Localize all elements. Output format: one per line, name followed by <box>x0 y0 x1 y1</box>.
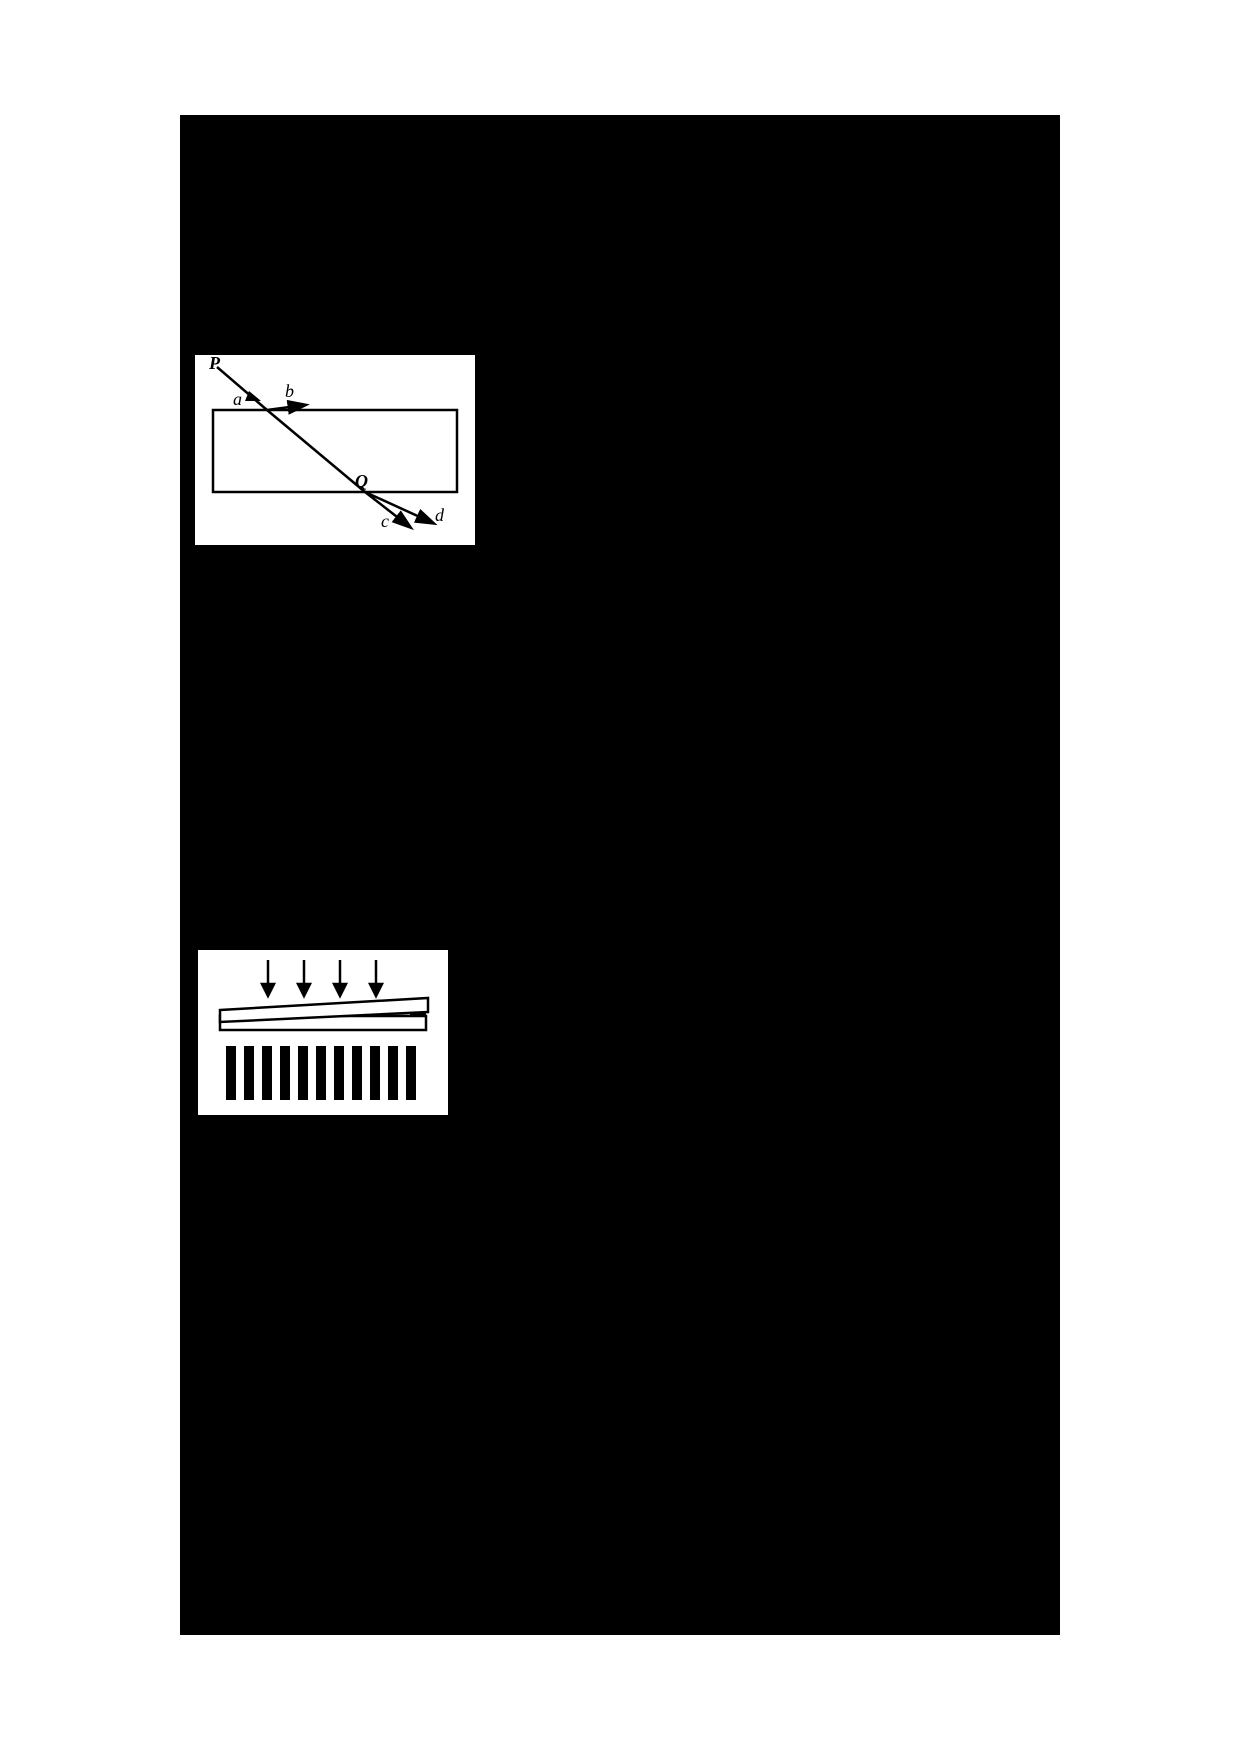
glass-slab <box>213 410 457 492</box>
page: P a b Q c d <box>0 0 1240 1754</box>
arrow-1 <box>262 960 274 996</box>
figure-refraction-slab: P a b Q c d <box>195 355 475 545</box>
label-Q: Q <box>355 471 368 491</box>
ray-incident <box>217 367 267 410</box>
figure-air-wedge <box>198 950 448 1115</box>
label-P: P <box>208 355 221 373</box>
label-b: b <box>285 381 294 401</box>
black-background-region <box>180 115 1060 1635</box>
arrow-3 <box>334 960 346 996</box>
fringe-pattern <box>226 1046 416 1100</box>
label-a: a <box>233 389 242 409</box>
figure2-svg <box>198 950 448 1115</box>
ray-inside <box>267 410 365 492</box>
figure1-svg: P a b Q c d <box>195 355 475 545</box>
label-d: d <box>435 505 445 525</box>
label-c: c <box>381 511 389 531</box>
incident-light-arrows <box>262 960 382 996</box>
arrow-2 <box>298 960 310 996</box>
arrow-4 <box>370 960 382 996</box>
